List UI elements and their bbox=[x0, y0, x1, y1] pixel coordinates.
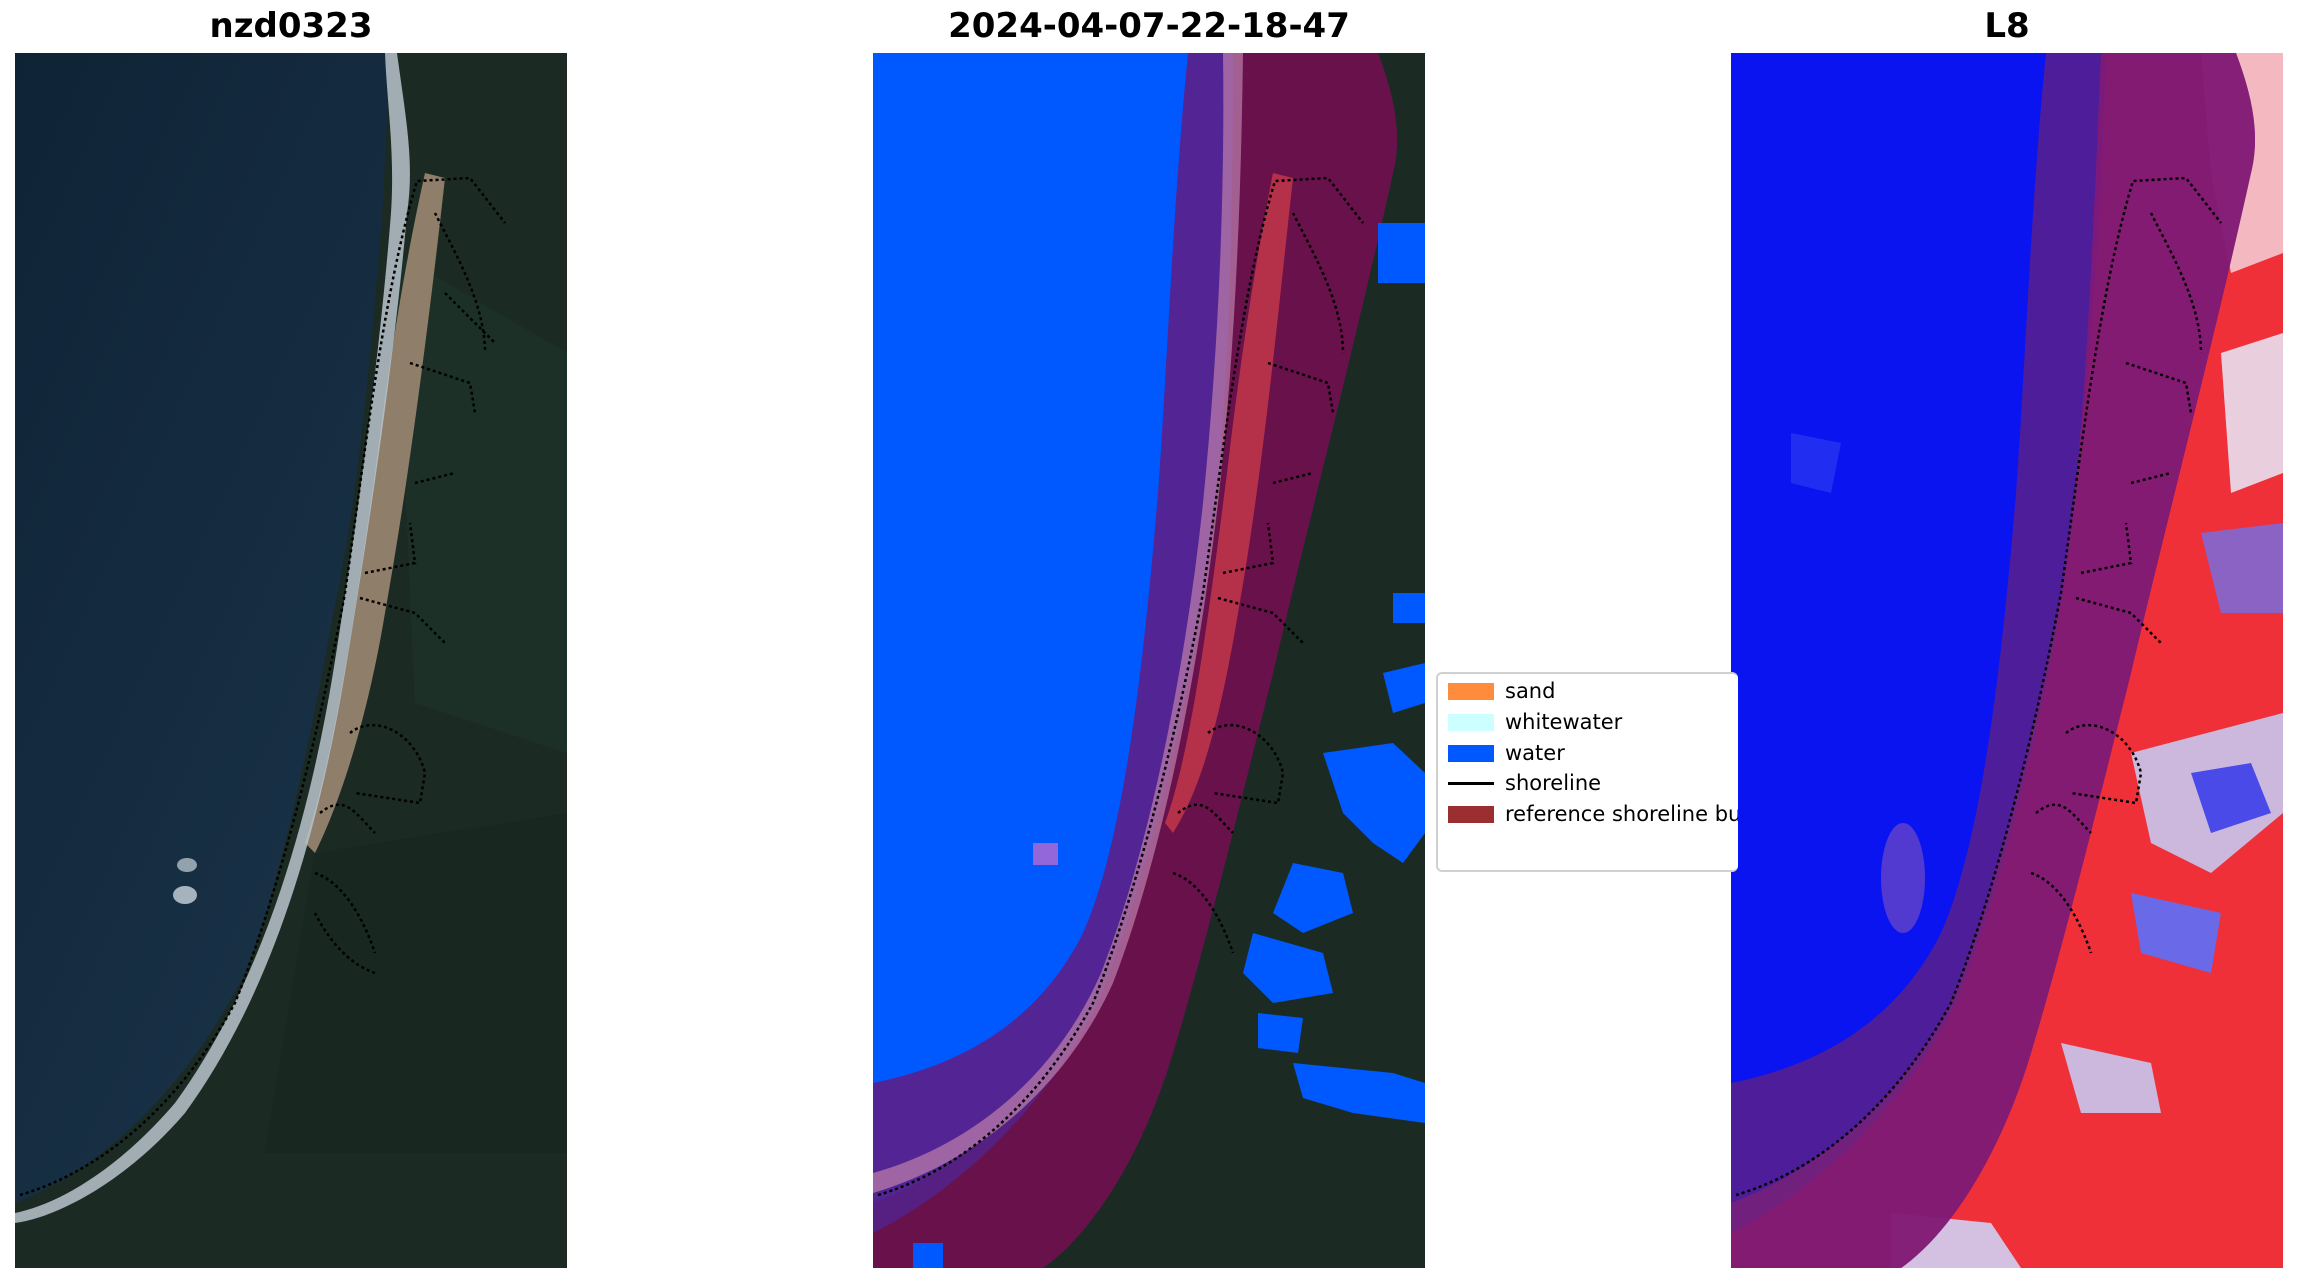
legend-label-reference-buffer: reference shoreline bu bbox=[1505, 802, 1738, 826]
panel-title-ndwi: L8 bbox=[1984, 6, 2030, 46]
rgb-satellite-image bbox=[15, 53, 567, 1268]
legend: sand whitewater water shoreline referenc… bbox=[1436, 672, 1738, 872]
index-image bbox=[1731, 53, 2283, 1268]
legend-swatch-whitewater bbox=[1448, 714, 1494, 731]
legend-swatch-sand bbox=[1448, 683, 1494, 700]
classified-image bbox=[873, 53, 1425, 1268]
panel-title-rgb: nzd0323 bbox=[209, 6, 373, 46]
legend-swatch-reference-buffer bbox=[1448, 806, 1494, 823]
legend-label-shoreline: shoreline bbox=[1505, 771, 1602, 795]
legend-swatch-water bbox=[1448, 745, 1494, 762]
legend-label-sand: sand bbox=[1505, 679, 1556, 703]
legend-line-shoreline bbox=[1448, 782, 1494, 785]
legend-label-whitewater: whitewater bbox=[1505, 710, 1623, 734]
legend-label-water: water bbox=[1505, 741, 1565, 765]
panel-title-classified: 2024-04-07-22-18-47 bbox=[948, 6, 1350, 46]
